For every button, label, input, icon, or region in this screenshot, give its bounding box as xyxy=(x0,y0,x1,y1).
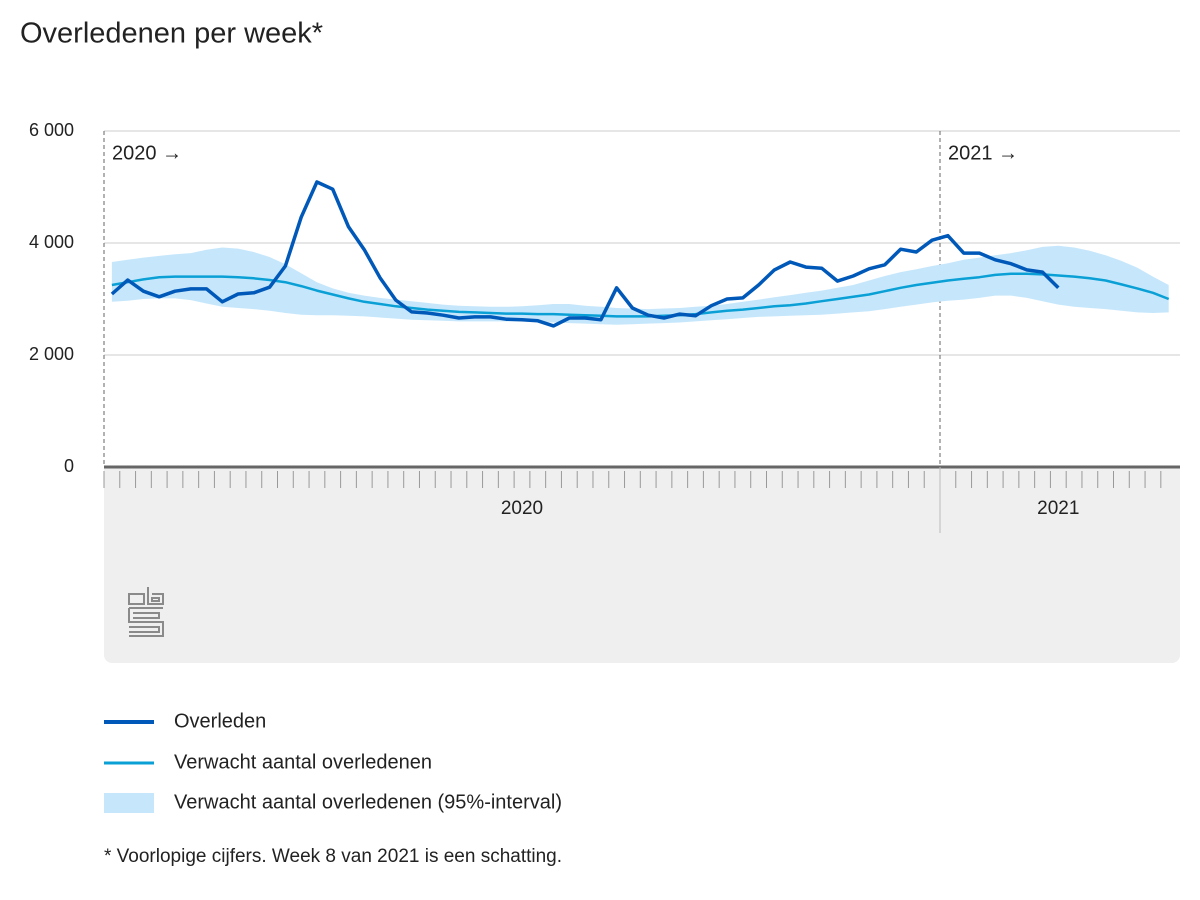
legend-label: Verwacht aantal overledenen (95%-interva… xyxy=(174,791,562,813)
legend-label: Overleden xyxy=(174,710,266,732)
footnote: * Voorlopige cijfers. Week 8 van 2021 is… xyxy=(104,846,562,867)
annotation: 2020 → xyxy=(112,142,182,164)
x-axis-panel-top xyxy=(104,467,1180,487)
x-group-label: 2020 xyxy=(501,498,543,519)
legend-label: Verwacht aantal overledenen xyxy=(174,751,432,773)
y-tick-label: 2 000 xyxy=(29,344,74,364)
chart-title: Overledenen per week* xyxy=(20,18,323,50)
line-series xyxy=(110,180,1060,328)
x-group-label: 2021 xyxy=(1037,498,1079,519)
y-tick-label: 0 xyxy=(64,456,74,476)
x-axis-panel xyxy=(104,467,1180,663)
annotation: 2021 → xyxy=(948,142,1018,164)
logo xyxy=(128,587,164,637)
y-tick-label: 6 000 xyxy=(29,120,74,140)
line-series xyxy=(111,272,1170,318)
confidence-band xyxy=(111,245,1169,325)
legend-swatch xyxy=(104,793,154,813)
y-tick-label: 4 000 xyxy=(29,232,74,252)
